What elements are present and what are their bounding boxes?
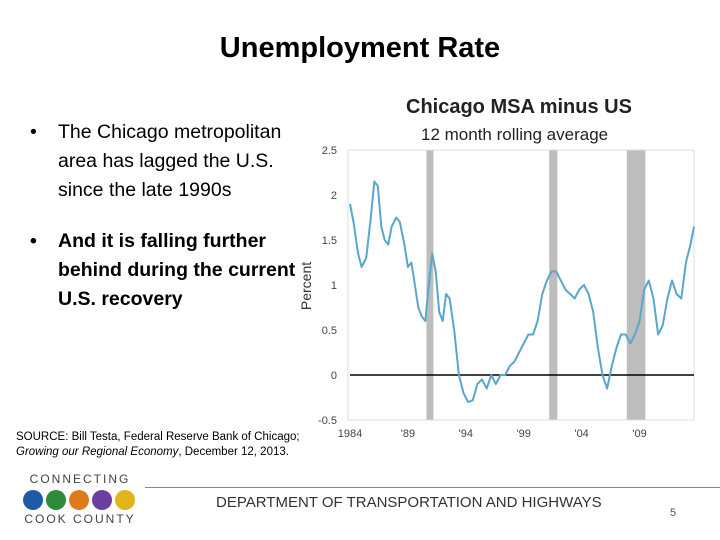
x-axis-ticks: 1984 '89 '94 '99 '04 '09 [338, 428, 647, 440]
y-axis-label: Percent [298, 262, 314, 310]
bullet-dot-icon: • [30, 121, 37, 143]
recession-bands [426, 150, 646, 420]
x-tick-label: '94 [459, 428, 473, 440]
bullet-list: • The Chicago metropolitan area has lagg… [28, 118, 313, 336]
y-tick-label: -0.5 [318, 415, 337, 427]
recession-band [549, 150, 558, 420]
chart-subtitle: 12 month rolling average [421, 125, 609, 144]
page-number: 5 [670, 507, 677, 519]
plot-area-border [347, 149, 695, 421]
bullet-item: • And it is falling further behind durin… [28, 227, 313, 314]
car-icon [115, 490, 135, 510]
bullet-text: The Chicago metropolitan area has lagged… [58, 121, 282, 201]
x-tick-label: '04 [574, 428, 588, 440]
chart-title: Chicago MSA minus US [406, 96, 632, 118]
y-tick-label: 2 [331, 190, 337, 202]
recession-band [626, 150, 646, 420]
train-icon [92, 490, 112, 510]
x-tick-label: '99 [517, 428, 531, 440]
recession-band [426, 150, 434, 420]
y-tick-label: 1 [331, 280, 337, 292]
transport-icons [23, 490, 135, 510]
x-tick-label: '89 [401, 428, 415, 440]
x-tick-label: '09 [632, 428, 646, 440]
source-publication: Growing our Regional Economy [16, 446, 179, 458]
source-text: SOURCE: Bill Testa, Federal Reserve Bank… [16, 431, 300, 443]
x-tick-label: 1984 [338, 428, 362, 440]
bike-icon [46, 490, 66, 510]
source-date: , December 12, 2013. [178, 446, 289, 458]
y-tick-label: 1.5 [322, 235, 337, 247]
footer-divider [145, 487, 720, 488]
bullet-text: And it is falling further behind during … [58, 230, 296, 310]
bus-icon [69, 490, 89, 510]
line-chart: 2.5 2 1.5 1 0.5 0 -0.5 1984 '89 '94 '99 '04 '09 Per… [298, 145, 695, 440]
bullet-dot-icon: • [30, 230, 37, 252]
y-tick-label: 0 [331, 370, 337, 382]
logo-line-bottom: COOK COUNTY [24, 512, 136, 526]
y-tick-label: 2.5 [322, 145, 337, 157]
series-line-chicago-minus-us [349, 180, 695, 403]
slide-title: Unemployment Rate [219, 32, 501, 64]
y-tick-label: 0.5 [322, 325, 337, 337]
walk-icon [23, 490, 43, 510]
bullet-item: • The Chicago metropolitan area has lagg… [28, 118, 313, 205]
connecting-cook-county-logo: CONNECTING COOK COUNTY [12, 470, 137, 530]
source-citation: SOURCE: Bill Testa, Federal Reserve Bank… [16, 430, 300, 460]
y-axis-ticks: 2.5 2 1.5 1 0.5 0 -0.5 [318, 145, 337, 427]
footer-department: DEPARTMENT OF TRANSPORTATION AND HIGHWAY… [216, 494, 602, 511]
logo-line-top: CONNECTING [29, 472, 131, 486]
